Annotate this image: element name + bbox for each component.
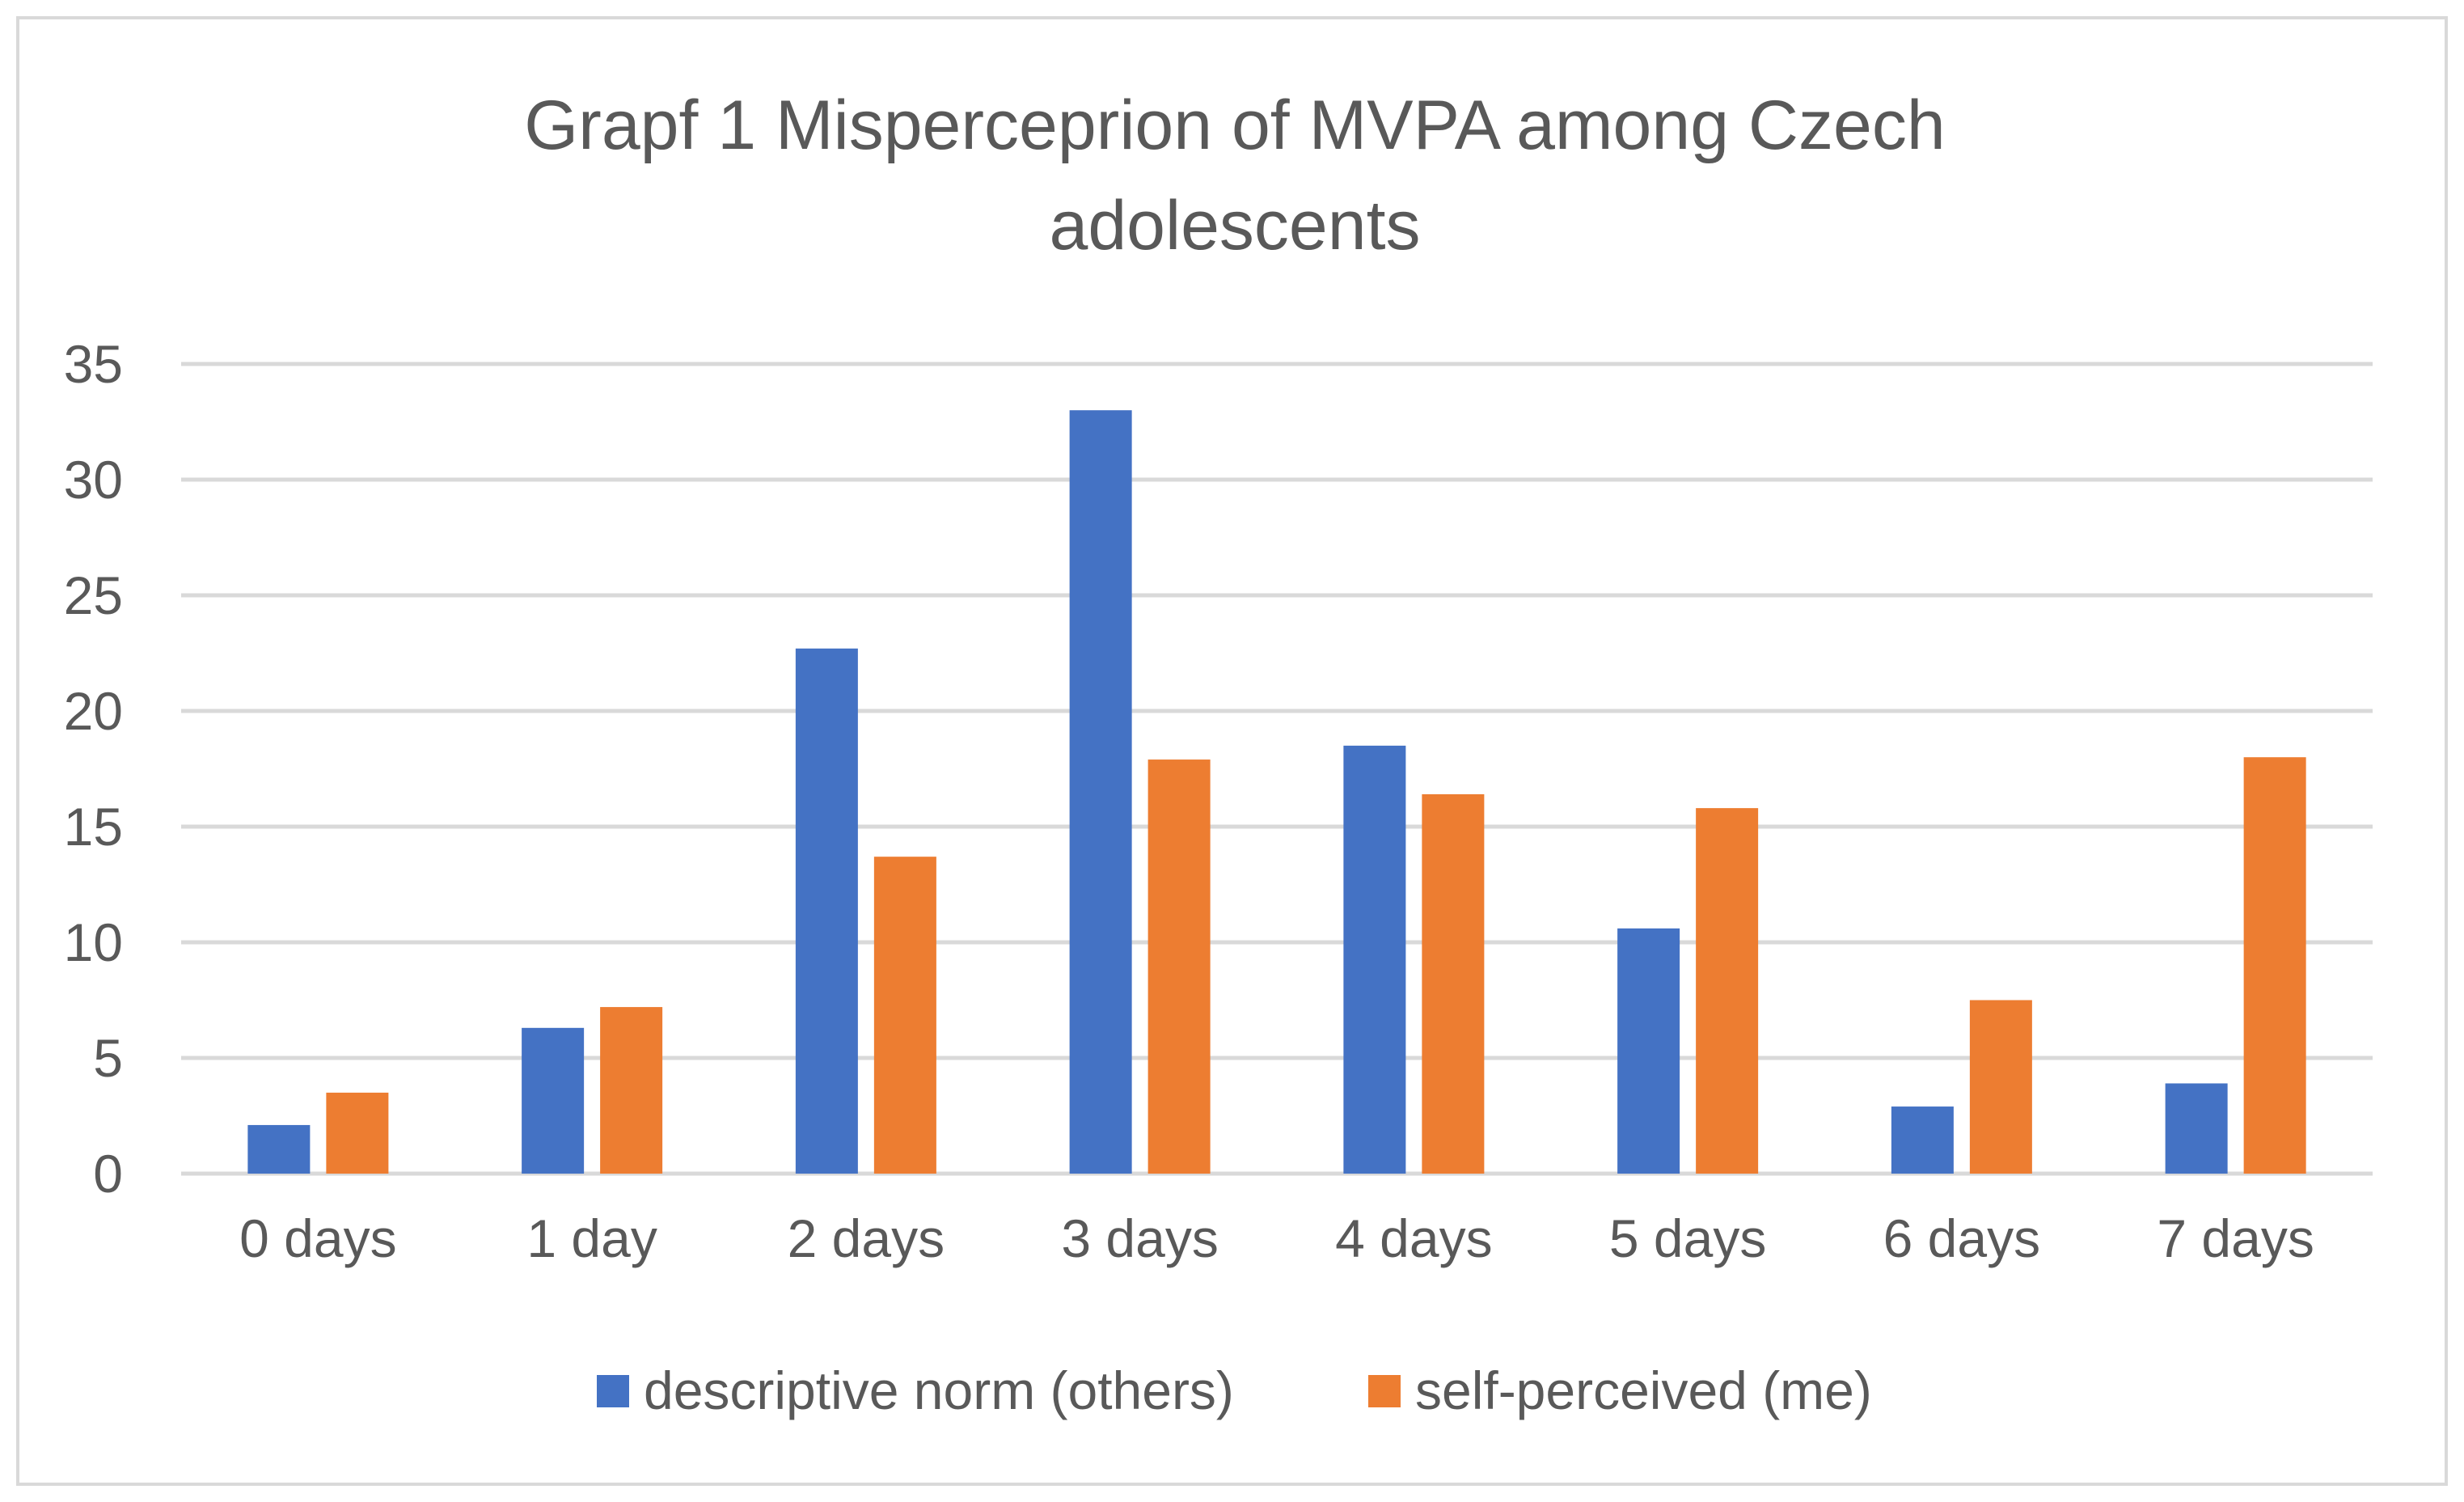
y-tick-label: 30 — [64, 450, 123, 510]
x-axis-labels: 0 days 1 day 2 days 3 days 4 days 5 days 6 day… — [239, 1208, 2314, 1268]
bar-self-perceived-3 — [1147, 759, 1211, 1174]
y-tick-label: 5 — [93, 1028, 123, 1088]
y-axis-ticks: 0 5 10 15 20 25 30 35 — [64, 334, 123, 1204]
bar-descriptive-norm-7 — [2165, 1083, 2228, 1174]
y-tick-label: 10 — [64, 912, 123, 972]
bar-self-perceived-1 — [600, 1007, 663, 1174]
legend-label-1: self-perceived (me) — [1415, 1360, 1872, 1420]
chart-canvas: Grapf 1 Misperceprion of MVPA among Czec… — [64, 87, 2373, 1420]
chart-title-line-2: adolescents — [1050, 187, 1421, 264]
x-tick-label: 7 days — [2157, 1208, 2314, 1268]
x-tick-label: 3 days — [1061, 1208, 1218, 1268]
bar-descriptive-norm-4 — [1343, 745, 1406, 1174]
y-tick-label: 35 — [64, 334, 123, 394]
y-tick-label: 20 — [64, 681, 123, 741]
bar-descriptive-norm-0 — [247, 1124, 311, 1174]
bar-self-perceived-2 — [873, 857, 936, 1174]
legend-swatch-1 — [1368, 1375, 1401, 1407]
bar-self-perceived-7 — [2243, 757, 2306, 1174]
legend-swatch-0 — [597, 1375, 629, 1407]
chart-frame: Grapf 1 Misperceprion of MVPA among Czec… — [16, 16, 2448, 1486]
legend-label-0: descriptive norm (others) — [644, 1360, 1234, 1420]
y-tick-label: 15 — [64, 797, 123, 857]
bar-self-perceived-6 — [1969, 1000, 2032, 1174]
y-tick-label: 25 — [64, 565, 123, 625]
bar-self-perceived-5 — [1696, 808, 1759, 1174]
bar-self-perceived-4 — [1422, 793, 1485, 1174]
x-tick-label: 2 days — [788, 1208, 945, 1268]
x-tick-label: 0 days — [239, 1208, 396, 1268]
bar-descriptive-norm-6 — [1891, 1106, 1954, 1174]
y-tick-label: 0 — [93, 1144, 123, 1204]
bar-descriptive-norm-5 — [1617, 928, 1680, 1174]
x-tick-label: 5 days — [1609, 1208, 1766, 1268]
x-tick-label: 1 day — [526, 1208, 657, 1268]
legend: descriptive norm (others) self-perceived … — [597, 1360, 1872, 1420]
x-tick-label: 4 days — [1335, 1208, 1492, 1268]
bar-self-perceived-0 — [326, 1092, 389, 1174]
bar-descriptive-norm-3 — [1069, 410, 1132, 1174]
bars — [247, 410, 2306, 1174]
chart-title-line-1: Grapf 1 Misperceprion of MVPA among Czec… — [524, 87, 1945, 164]
bar-descriptive-norm-1 — [522, 1027, 585, 1174]
bar-descriptive-norm-2 — [795, 648, 858, 1174]
x-tick-label: 6 days — [1883, 1208, 2040, 1268]
gridlines — [181, 362, 2373, 1176]
